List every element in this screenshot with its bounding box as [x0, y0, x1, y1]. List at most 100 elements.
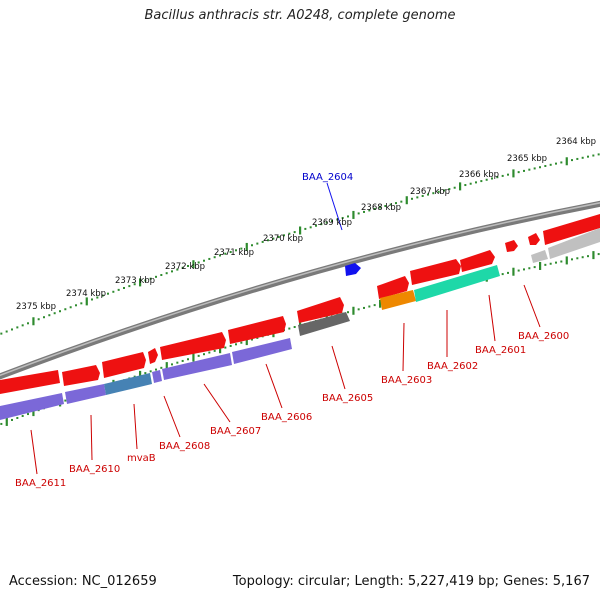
scale-dot	[21, 324, 24, 327]
scale-dot	[96, 296, 99, 299]
scale-dot	[5, 330, 8, 333]
scale-dot	[528, 168, 531, 171]
tick-label: 2372 kbp	[165, 262, 205, 272]
scale-dot	[491, 177, 493, 180]
scale-tick	[512, 169, 515, 178]
scale-tick	[192, 353, 195, 362]
scale-dot	[75, 304, 77, 307]
tick-label: 2369 kbp	[312, 218, 352, 228]
scale-tick	[245, 242, 248, 251]
scale-dot	[160, 274, 163, 277]
scale-dot	[37, 318, 40, 321]
scale-dot	[464, 184, 467, 187]
scale-dot	[251, 338, 253, 341]
scale-dot	[480, 180, 483, 183]
scale-tick	[539, 261, 542, 270]
gene-arrow-red	[460, 250, 495, 272]
scale-dot	[469, 182, 472, 185]
scale-dot	[235, 343, 237, 346]
scale-dot	[91, 298, 93, 301]
gene-block-purple	[0, 393, 64, 420]
scale-dot	[395, 202, 397, 205]
scale-tick	[245, 337, 248, 346]
gene-label-baa-2602: BAA_2602	[427, 361, 478, 372]
gene-label-baa-2604: BAA_2604	[302, 172, 353, 183]
scale-dot	[224, 346, 227, 349]
genome-summary-text: Topology: circular; Length: 5,227,419 bp…	[232, 574, 590, 589]
scale-tick	[405, 196, 408, 205]
gene-block-purple	[162, 353, 232, 380]
scale-dot	[277, 235, 280, 238]
scale-dot	[453, 186, 456, 189]
backbone-highlight	[0, 202, 600, 377]
gene-arrow-red	[377, 276, 409, 299]
scale-dot	[544, 263, 547, 266]
scale-dot	[373, 304, 376, 307]
scale-dot	[517, 171, 520, 174]
scale-dot	[363, 210, 365, 213]
gene-features	[0, 214, 600, 420]
scale-dot	[357, 308, 360, 311]
scale-dot	[581, 156, 584, 159]
scale-dot	[240, 247, 243, 250]
scale-dot	[133, 375, 136, 378]
scale-dot	[421, 194, 424, 197]
scale-dot	[533, 167, 536, 170]
scale-dot	[256, 242, 259, 245]
scale-dot	[560, 260, 563, 263]
scale-dot	[171, 270, 173, 273]
scale-dot	[229, 344, 232, 347]
gene-block-green	[414, 265, 500, 302]
scale-dot	[501, 273, 504, 276]
gene-block-purple	[152, 370, 162, 383]
scale-dot	[368, 305, 371, 308]
scale-dot	[69, 306, 72, 309]
leader-line	[133, 403, 138, 450]
scale-dot	[112, 290, 115, 293]
gene-arrow-red	[62, 365, 100, 386]
leader-line	[331, 345, 346, 390]
scale-tick	[192, 260, 195, 269]
leader-line-blue	[326, 182, 343, 231]
scale-tick	[5, 417, 8, 426]
scale-dot	[501, 174, 504, 177]
gene-arrow-red	[102, 352, 146, 378]
scale-dot	[587, 255, 589, 258]
gene-arrow-red	[148, 348, 158, 364]
scale-dot	[549, 163, 552, 166]
scale-dot	[197, 354, 200, 357]
scale-dot	[592, 154, 595, 157]
scale-dot	[272, 237, 275, 240]
scale-dot	[11, 418, 13, 421]
scale-dot	[309, 226, 312, 229]
scale-tick	[299, 226, 302, 235]
gene-arrow-red	[297, 297, 344, 323]
gene-label-baa-2601: BAA_2601	[475, 345, 526, 356]
label-leader-lines	[30, 182, 541, 475]
scale-dot	[555, 162, 557, 165]
scale-dot	[347, 311, 349, 314]
scale-dot	[240, 341, 243, 344]
scale-dot	[523, 268, 525, 271]
scale-dot	[555, 261, 557, 264]
gene-block-light-gray	[548, 228, 600, 259]
gene-labels: BAA_2604 BAA_2600 BAA_2601 BAA_2602 BAA_…	[15, 172, 569, 489]
scale-dot	[288, 327, 291, 330]
tick-label: 2374 kbp	[66, 289, 106, 299]
scale-dot	[597, 153, 600, 156]
scale-dot	[597, 253, 600, 256]
scale-dot	[363, 306, 365, 309]
scale-dot	[133, 283, 136, 286]
scale-tick	[459, 182, 462, 191]
scale-dot	[64, 399, 67, 402]
scale-dot	[224, 252, 227, 255]
scale-dot	[320, 223, 323, 226]
scale-dot	[539, 166, 541, 169]
scale-dot	[400, 200, 403, 203]
scale-dot	[485, 178, 488, 181]
gene-arrow-red	[528, 233, 540, 245]
scale-dot	[576, 157, 579, 160]
leader-line	[163, 395, 181, 438]
scale-dot	[48, 314, 51, 317]
